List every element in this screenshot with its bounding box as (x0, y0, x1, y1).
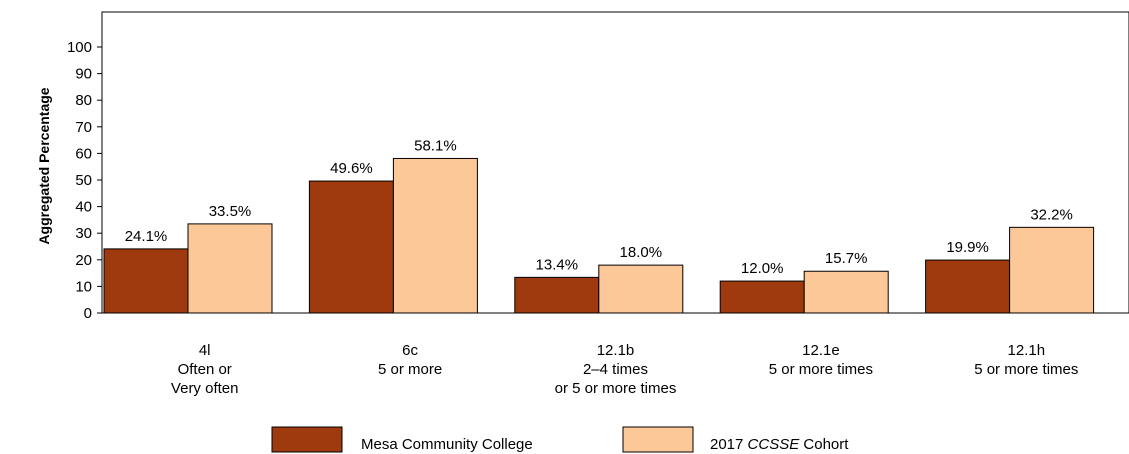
y-tick-label: 80 (75, 92, 92, 109)
y-tick-label: 70 (75, 119, 92, 136)
y-tick-label: 20 (75, 252, 92, 269)
bar-value-label: 13.4% (536, 256, 579, 273)
x-category-label: 12.1e (802, 342, 840, 359)
y-tick-label: 10 (75, 278, 92, 295)
legend-label-cohort-year: 2017 (710, 436, 748, 453)
y-tick-label: 40 (75, 199, 92, 216)
legend-label-cohort: 2017 CCSSE Cohort (710, 436, 849, 453)
y-tick-label: 0 (84, 305, 92, 322)
bars-group (103, 157, 1095, 314)
bar-value-label: 19.9% (946, 239, 989, 256)
bar-cohort-3 (803, 270, 889, 314)
bar-mesa-1 (308, 180, 394, 314)
y-tick-label: 100 (67, 39, 92, 56)
bar-cohort-2 (598, 264, 684, 314)
bar-mesa-2 (514, 276, 600, 314)
bar-mesa-0 (103, 248, 189, 314)
y-axis: 0 10 20 30 40 50 60 70 80 90 100 (67, 39, 102, 322)
x-category-label: 12.1b (597, 342, 635, 359)
value-labels-group: 24.1% 33.5% 49.6% 58.1% 13.4% 18.0% 12.0% 15.7%… (125, 137, 1073, 277)
bar-cohort-4 (1009, 226, 1095, 314)
bar-cohort-1 (392, 157, 478, 314)
legend-label-mesa: Mesa Community College (361, 436, 533, 453)
bar-value-label: 58.1% (414, 137, 457, 154)
bar-mesa-4 (925, 259, 1011, 314)
bar-cohort-0 (187, 223, 273, 314)
legend-label-cohort-suffix: Cohort (799, 436, 849, 453)
x-axis-labels-group: 4l Often or Very often 6c 5 or more 12.1b 2–4 … (171, 342, 1078, 397)
bar-mesa-3 (719, 280, 805, 314)
x-category-label: 12.1h (1008, 342, 1046, 359)
x-category-label: Often or (178, 361, 232, 378)
bar-value-label: 33.5% (209, 203, 252, 220)
legend: Mesa Community College 2017 CCSSE Cohort (271, 426, 849, 453)
x-category-label: Very often (171, 380, 239, 397)
bar-value-label: 15.7% (825, 250, 868, 267)
x-category-label: 5 or more times (769, 361, 873, 378)
x-category-label: 5 or more (378, 361, 442, 378)
y-tick-label: 50 (75, 172, 92, 189)
x-category-label: 6c (402, 342, 418, 359)
y-tick-label: 60 (75, 145, 92, 162)
y-tick-label: 30 (75, 225, 92, 242)
bar-value-label: 32.2% (1030, 206, 1073, 223)
bar-value-label: 24.1% (125, 228, 168, 245)
x-category-label: or 5 or more times (555, 380, 677, 397)
legend-swatch-mesa (271, 426, 343, 453)
bar-value-label: 12.0% (741, 260, 784, 277)
x-category-label: 2–4 times (583, 361, 648, 378)
bar-value-label: 18.0% (620, 244, 663, 261)
x-category-label: 5 or more times (974, 361, 1078, 378)
x-category-label: 4l (199, 342, 211, 359)
y-tick-label: 90 (75, 66, 92, 83)
bar-value-label: 49.6% (330, 160, 373, 177)
legend-swatch-cohort (622, 426, 694, 453)
legend-label-cohort-ccsse: CCSSE (748, 436, 801, 453)
y-axis-label: Aggregated Percentage (36, 87, 52, 244)
